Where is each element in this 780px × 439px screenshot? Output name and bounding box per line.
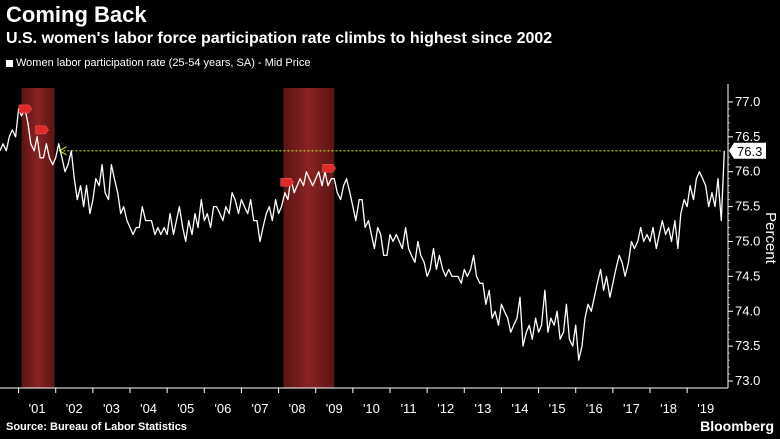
legend-swatch <box>6 59 13 67</box>
x-tick-label: '01 <box>29 401 46 416</box>
reference-line <box>58 146 721 156</box>
reference-arrowhead <box>58 146 67 156</box>
recession-band-2 <box>283 88 335 388</box>
event-marker-2 <box>35 125 49 135</box>
x-tick-label: '13 <box>474 401 491 416</box>
x-tick-label: '14 <box>512 401 529 416</box>
y-axis-title: Percent <box>762 212 779 265</box>
recession-band-1 <box>21 88 55 388</box>
event-marker-3 <box>280 177 295 187</box>
x-tick-label: '12 <box>437 401 454 416</box>
y-tick-label: 76.5 <box>735 129 760 144</box>
event-marker-4 <box>322 163 337 173</box>
x-tick-label: '16 <box>586 401 603 416</box>
x-tick-label: '07 <box>252 401 269 416</box>
axes: 73.0 73.5 74.0 74.5 75.0 75.5 76.0 76.5 77.0 '01 '… <box>0 84 779 416</box>
y-tick-label: 75.0 <box>735 233 760 248</box>
y-tick-label: 73.5 <box>735 338 760 353</box>
last-value-callout <box>729 142 766 159</box>
y-tick-label: 74.5 <box>735 268 760 283</box>
x-tick-label: '05 <box>177 401 194 416</box>
x-tick-label: '15 <box>549 401 566 416</box>
x-tick-label: '08 <box>289 401 306 416</box>
series <box>0 108 725 361</box>
y-tick-label: 77.0 <box>735 94 760 109</box>
x-tick-label: '02 <box>66 401 83 416</box>
x-tick-label: '09 <box>326 401 343 416</box>
recession-bands <box>21 88 335 388</box>
y-tick-label: 74.0 <box>735 303 760 318</box>
source-note: Source: Bureau of Labor Statistics <box>6 421 187 433</box>
x-tick-label: '11 <box>401 401 417 416</box>
event-marker-1 <box>18 104 33 114</box>
markers <box>18 104 337 187</box>
y-tick-label: 75.5 <box>735 199 760 214</box>
x-tick-label: '03 <box>103 401 120 416</box>
x-tick-label: '19 <box>697 401 714 416</box>
legend: Women labor participation rate (25-54 ye… <box>6 57 310 69</box>
chart-subtitle: U.S. women's labor force participation r… <box>6 30 553 47</box>
last-value-label: 76.3 <box>737 144 762 159</box>
series-line-1 <box>0 108 725 361</box>
legend-label: Women labor participation rate (25-54 ye… <box>16 57 311 69</box>
y-tick-label: 76.0 <box>735 164 760 179</box>
x-tick-label: '10 <box>363 401 380 416</box>
y-tick-label: 73.0 <box>735 373 760 388</box>
brand-logo: Bloomberg <box>700 418 774 434</box>
x-tick-label: '06 <box>214 401 231 416</box>
x-tick-label: '17 <box>623 401 640 416</box>
x-tick-label: '18 <box>660 401 677 416</box>
chart-title: Coming Back <box>6 2 147 27</box>
x-tick-label: '04 <box>140 401 157 416</box>
